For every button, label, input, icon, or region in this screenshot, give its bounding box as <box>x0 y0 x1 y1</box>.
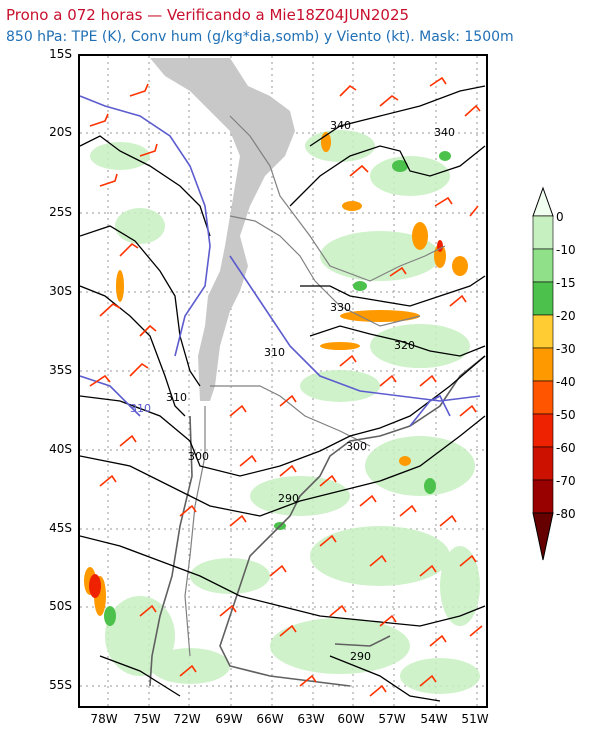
colorbar-label-m40: -40 <box>556 375 576 389</box>
lat-label-55s: 55S <box>49 678 72 692</box>
tpe-contour-highlight <box>79 95 481 427</box>
colorbar-swatch-4 <box>532 314 554 349</box>
contour-label-300b: 300 <box>346 440 367 453</box>
lon-label-57w: 57W <box>378 712 406 726</box>
contour-label-290b: 290 <box>350 650 371 663</box>
colorbar-swatch-5 <box>532 347 554 382</box>
lat-label-30s: 30S <box>49 284 72 298</box>
contour-label-290a: 290 <box>278 492 299 505</box>
colorbar-label-m60: -60 <box>556 441 576 455</box>
lon-label-54w: 54W <box>420 712 448 726</box>
colorbar-label-m30: -30 <box>556 342 576 356</box>
lat-label-25s: 25S <box>49 205 72 219</box>
contour-label-320: 320 <box>394 339 415 352</box>
tpe-contours <box>79 85 486 702</box>
map-panel: 340 340 330 320 310 310 310 300 300 290 … <box>78 54 488 708</box>
lon-label-63w: 63W <box>297 712 325 726</box>
contour-label-340b: 340 <box>434 126 455 139</box>
lon-label-78w: 78W <box>90 712 118 726</box>
lat-label-35s: 35S <box>49 363 72 377</box>
contour-label-310c: 310 <box>130 402 151 415</box>
lon-label-66w: 66W <box>256 712 284 726</box>
colorbar-swatch-9 <box>532 479 554 514</box>
map-title: Prono a 072 horas — Verificando a Mie18Z… <box>6 6 410 24</box>
convergence-strong <box>84 132 468 616</box>
lat-label-20s: 20S <box>49 125 72 139</box>
colorbar-swatch-2 <box>532 248 554 283</box>
colorbar-swatch-7 <box>532 413 554 448</box>
lat-label-15s: 15S <box>49 47 72 61</box>
colorbar-label-m20: -20 <box>556 309 576 323</box>
wind-barbs <box>89 76 483 697</box>
colorbar-label-m10: -10 <box>556 243 576 257</box>
convergence-light <box>90 130 480 694</box>
terrain-mask <box>150 58 295 401</box>
colorbar-label-m80: -80 <box>556 507 576 521</box>
colorbar-label-0: 0 <box>556 210 564 224</box>
colorbar-swatch-1 <box>532 215 554 250</box>
lat-label-45s: 45S <box>49 521 72 535</box>
convergence-medium <box>104 151 451 626</box>
contour-label-310b: 310 <box>166 391 187 404</box>
colorbar <box>532 186 554 561</box>
colorbar-label-m50: -50 <box>556 408 576 422</box>
colorbar-label-m70: -70 <box>556 474 576 488</box>
map-subtitle: 850 hPa: TPE (K), Conv hum (g/kg*dia,som… <box>6 29 514 45</box>
contour-labels: 340 340 330 320 310 310 310 300 300 290 … <box>130 119 455 663</box>
contour-label-310a: 310 <box>264 346 285 359</box>
lon-label-51w: 51W <box>461 712 489 726</box>
colorbar-swatch-6 <box>532 380 554 415</box>
colorbar-top-arrow <box>532 186 554 217</box>
lon-label-72w: 72W <box>173 712 201 726</box>
colorbar-swatch-8 <box>532 446 554 481</box>
colorbar-swatch-3 <box>532 281 554 316</box>
lon-label-75w: 75W <box>133 712 161 726</box>
colorbar-label-m15: -15 <box>556 276 576 290</box>
lon-label-69w: 69W <box>215 712 243 726</box>
lon-label-60w: 60W <box>337 712 365 726</box>
lat-label-50s: 50S <box>49 599 72 613</box>
contour-label-340a: 340 <box>330 119 351 132</box>
contour-label-300a: 300 <box>188 450 209 463</box>
country-borders <box>184 115 446 657</box>
map-canvas: 340 340 330 320 310 310 310 300 300 290 … <box>79 56 486 706</box>
lat-label-40s: 40S <box>49 442 72 456</box>
contour-label-330: 330 <box>330 301 351 314</box>
colorbar-bottom-arrow <box>532 512 554 561</box>
